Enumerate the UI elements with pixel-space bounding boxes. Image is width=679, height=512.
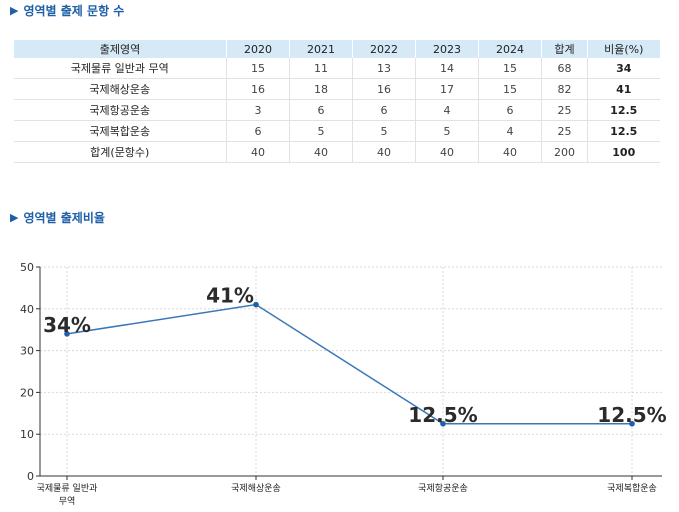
data-point [64, 331, 70, 337]
cell-value: 15 [226, 58, 290, 79]
question-count-table: 출제영역 2020 2021 2022 2023 2024 합계 비율(%) 국… [13, 40, 660, 163]
x-tick-label: 국제항공운송 [418, 483, 468, 494]
header-area: 출제영역 [13, 40, 227, 58]
cell-area: 국제해상운송 [13, 78, 227, 100]
cell-ratio: 100 [587, 141, 660, 163]
table-row: 국제해상운송 16 18 16 17 15 82 41 [13, 78, 660, 100]
cell-value: 40 [352, 141, 416, 163]
cell-value: 4 [478, 120, 542, 142]
cell-value: 16 [352, 78, 416, 100]
x-tick-label: 국제물류 일반과 무역 [37, 483, 98, 507]
cell-value: 17 [415, 78, 479, 100]
section-title-question-count: ▶ 영역별 출제 문항 수 [10, 2, 124, 19]
table-row: 국제항공운송 3 6 6 4 6 25 12.5 [13, 99, 660, 121]
cell-value: 5 [415, 120, 479, 142]
triangle-bullet-icon: ▶ [10, 211, 19, 224]
cell-value: 13 [352, 58, 416, 79]
triangle-bullet-icon: ▶ [10, 4, 19, 17]
cell-area: 합계(문항수) [13, 141, 227, 163]
section-title-text: 영역별 출제비율 [23, 211, 105, 225]
cell-value: 3 [226, 99, 290, 121]
cell-value: 16 [226, 78, 290, 100]
header-total: 합계 [541, 40, 588, 58]
series-line [66, 303, 632, 425]
header-2023: 2023 [415, 40, 479, 58]
header-2020: 2020 [226, 40, 290, 58]
data-point [629, 420, 635, 427]
table-row: 국제물류 일반과 무역 15 11 13 14 15 68 34 [13, 58, 660, 79]
section-title-text: 영역별 출제 문항 수 [23, 4, 125, 18]
data-point [440, 420, 446, 427]
cell-ratio: 12.5 [587, 99, 660, 121]
x-tick-label: 국제해상운송 [231, 483, 281, 494]
table-header-row: 출제영역 2020 2021 2022 2023 2024 합계 비율(%) [13, 40, 660, 58]
table-row: 합계(문항수) 40 40 40 40 40 200 100 [13, 141, 660, 163]
header-2021: 2021 [289, 40, 353, 58]
cell-value: 18 [289, 78, 353, 100]
cell-ratio: 12.5 [587, 120, 660, 142]
cell-value: 40 [415, 141, 479, 163]
header-ratio: 비율(%) [587, 40, 660, 58]
x-tick-label: 국제복합운송 [607, 483, 657, 494]
cell-value: 40 [289, 141, 353, 163]
cell-area: 국제항공운송 [13, 99, 227, 121]
data-point [253, 301, 259, 308]
cell-value: 6 [352, 99, 416, 121]
cell-value: 15 [478, 78, 542, 100]
cell-value: 40 [226, 141, 290, 163]
cell-value: 6 [478, 99, 542, 121]
y-tick-label: 10 [20, 428, 34, 441]
cell-total: 25 [541, 120, 588, 142]
cell-value: 14 [415, 58, 479, 79]
ratio-line-chart: 0 10 20 30 40 50 국제물류 일반과 무역 국제해상운송 국제항공운송 국제복합운송 3… [20, 261, 667, 507]
cell-value: 15 [478, 58, 542, 79]
cell-value: 40 [478, 141, 542, 163]
cell-ratio: 34 [587, 58, 660, 79]
section-title-ratio: ▶ 영역별 출제비율 [10, 209, 105, 226]
cell-value: 5 [352, 120, 416, 142]
y-tick-label: 40 [20, 303, 34, 316]
data-label: 12.5% [597, 403, 666, 427]
header-2022: 2022 [352, 40, 416, 58]
cell-value: 6 [226, 120, 290, 142]
cell-value: 11 [289, 58, 353, 79]
header-2024: 2024 [478, 40, 542, 58]
cell-area: 국제복합운송 [13, 120, 227, 142]
cell-total: 82 [541, 78, 588, 100]
cell-value: 5 [289, 120, 353, 142]
cell-total: 68 [541, 58, 588, 79]
cell-ratio: 41 [587, 78, 660, 100]
table-row: 국제복합운송 6 5 5 5 4 25 12.5 [13, 120, 660, 142]
y-tick-label: 20 [20, 386, 34, 399]
y-tick-label: 50 [20, 261, 34, 274]
cell-area: 국제물류 일반과 무역 [13, 58, 227, 79]
cell-value: 6 [289, 99, 353, 121]
cell-total: 200 [541, 141, 588, 163]
data-label: 12.5% [408, 403, 477, 427]
data-label: 41% [206, 284, 254, 308]
data-label: 34% [43, 313, 91, 337]
y-tick-label: 0 [27, 470, 34, 483]
cell-value: 4 [415, 99, 479, 121]
y-tick-label: 30 [20, 345, 34, 358]
cell-total: 25 [541, 99, 588, 121]
